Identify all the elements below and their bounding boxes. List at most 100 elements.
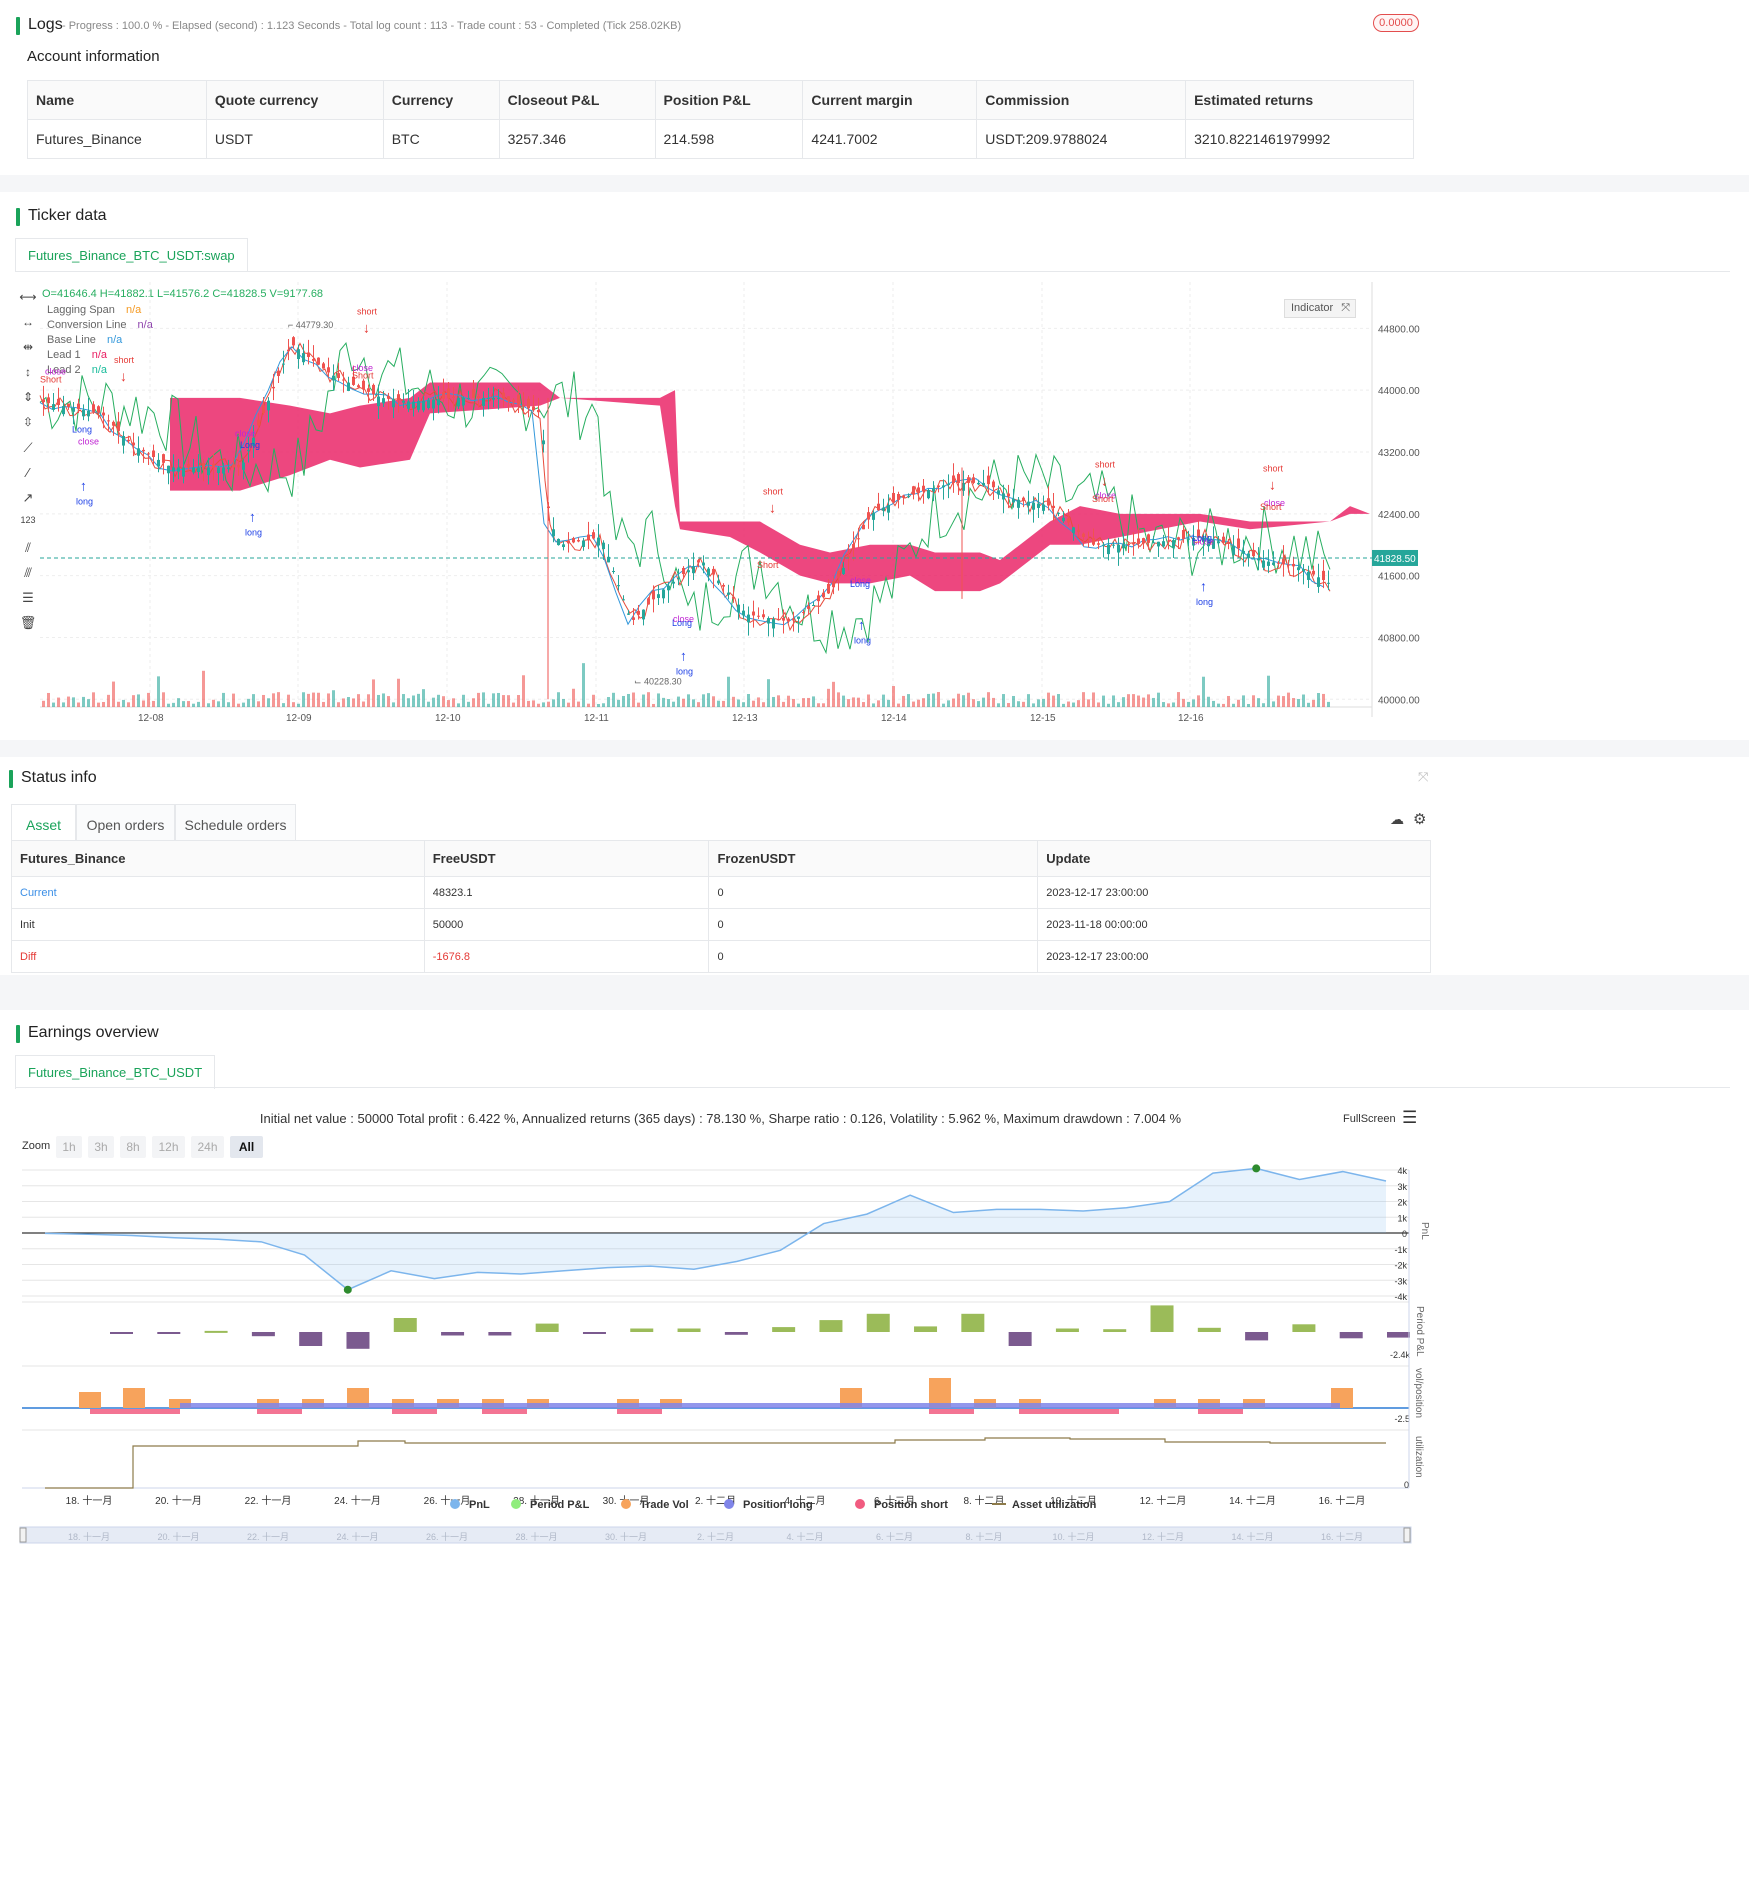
volume-bar — [922, 698, 925, 707]
account-heading: Account information — [27, 48, 160, 65]
candle-body — [407, 401, 410, 409]
tab-ticker-swap[interactable]: Futures_Binance_BTC_USDT:swap — [15, 238, 248, 272]
candle-body — [1047, 498, 1050, 506]
crosshair-icon[interactable]: ⟷ — [19, 290, 37, 304]
candle-body — [732, 596, 735, 599]
volume-bar — [527, 700, 530, 707]
volume-bar — [1157, 692, 1160, 707]
candle-body — [42, 399, 45, 403]
volume-bar — [627, 693, 630, 707]
period-pnl-bar — [204, 1330, 228, 1333]
candle-body — [1302, 569, 1305, 572]
legend-item[interactable]: Trade Vol — [621, 1499, 689, 1511]
volume-bar — [1242, 695, 1245, 707]
short-arrow-icon: ↓ — [363, 319, 370, 335]
vertical-segment-icon[interactable]: ⇳ — [22, 415, 34, 429]
price-label-icon[interactable]: 123 — [20, 515, 36, 525]
arrow-line-icon[interactable]: ↗ — [22, 490, 34, 505]
volume-bar — [1152, 697, 1155, 707]
candle-body — [1092, 538, 1095, 545]
segment-icon[interactable]: ∕ — [26, 465, 30, 480]
volume-bar — [837, 692, 840, 707]
zoom-button-All[interactable]: All — [230, 1136, 263, 1158]
price-tick-label: 40800.00 — [1378, 633, 1420, 644]
candle-body — [687, 570, 690, 573]
legend-item[interactable]: Position short — [855, 1499, 948, 1511]
candle-body — [477, 396, 480, 398]
volume-bar — [567, 702, 570, 707]
navigator-tick-label: 26. 十一月 — [426, 1531, 468, 1542]
volume-bar — [542, 702, 545, 707]
zoom-button-24h[interactable]: 24h — [191, 1136, 224, 1158]
candle-body — [522, 404, 525, 407]
candle-body — [452, 396, 455, 398]
column-header: Position P&L — [654, 80, 804, 120]
candle-body — [1032, 502, 1035, 510]
volume-bar — [1137, 695, 1140, 707]
volume-bar — [352, 698, 355, 707]
fullscreen-button[interactable]: FullScreen — [1343, 1113, 1396, 1125]
legend-item[interactable]: PnL — [450, 1499, 490, 1511]
candle-body — [802, 612, 805, 614]
candle-body — [657, 594, 660, 598]
indicator-button[interactable]: Indicator ⤧ — [1284, 299, 1356, 318]
volume-bar — [577, 701, 580, 707]
zoom-button-12h[interactable]: 12h — [152, 1136, 185, 1158]
candle-body — [167, 465, 170, 474]
tab-schedule-orders[interactable]: Schedule orders — [175, 804, 296, 844]
channel-icon[interactable]: ⫻ — [24, 565, 32, 580]
candle-body — [907, 496, 910, 498]
row-label: Init — [11, 908, 425, 941]
zoom-button-1h[interactable]: 1h — [56, 1136, 82, 1158]
tab-earnings-pair[interactable]: Futures_Binance_BTC_USDT — [15, 1055, 216, 1089]
parallel-line-icon[interactable]: ⫽ — [25, 540, 31, 555]
zoom-button-3h[interactable]: 3h — [88, 1136, 114, 1158]
vertical-line-icon[interactable]: ↕ — [25, 365, 31, 379]
tab-open-orders[interactable]: Open orders — [76, 804, 175, 844]
fibonacci-icon[interactable]: ☰ — [22, 590, 34, 605]
volume-bar — [237, 703, 240, 707]
x-tick-label: 6. 十二月 — [874, 1494, 915, 1507]
candle-body — [1327, 582, 1330, 584]
candlestick-chart[interactable]: 44800.00 44000.00 43200.00 42400.00 41600.00… — [0, 192, 1749, 740]
vertical-ray-icon[interactable]: ⇕ — [22, 390, 34, 404]
volume-bar — [407, 698, 410, 707]
candle-body — [762, 614, 765, 618]
collapse-icon[interactable]: ⤧ — [1418, 769, 1429, 784]
legend-item[interactable]: Position long — [724, 1499, 813, 1511]
volume-bar — [1307, 702, 1310, 707]
volume-bar — [1282, 696, 1285, 707]
candle-body — [1257, 558, 1260, 561]
zoom-button-8h[interactable]: 8h — [120, 1136, 146, 1158]
column-header: FrozenUSDT — [708, 840, 1039, 877]
legend-item[interactable]: Asset utilization — [992, 1499, 1097, 1511]
legend-symbol — [450, 1499, 460, 1509]
volume-bar — [867, 694, 870, 707]
legend-symbol — [855, 1499, 865, 1509]
candle-body — [817, 595, 820, 602]
candle-body — [47, 397, 50, 404]
candle-body — [632, 617, 635, 620]
cloud-download-icon[interactable]: ☁ — [1390, 811, 1404, 827]
legend-item[interactable]: Period P&L — [511, 1499, 590, 1511]
time-tick-label: 12-14 — [881, 713, 907, 724]
candle-body — [472, 389, 475, 398]
volume-bar — [227, 702, 230, 707]
column-header: FreeUSDT — [423, 840, 710, 877]
menu-icon[interactable]: ☰ — [1402, 1108, 1418, 1127]
candle-body — [782, 617, 785, 621]
tab-asset[interactable]: Asset — [11, 804, 76, 844]
trend-line-icon[interactable]: ⟋ — [23, 440, 33, 455]
horizontal-line-icon[interactable]: ↔ — [22, 315, 34, 329]
volume-bar — [412, 695, 415, 707]
settings-icon[interactable]: ⚙ — [1413, 811, 1427, 828]
volume-bar — [692, 699, 695, 707]
navigator-handle-right — [1403, 1527, 1411, 1543]
volume-bar — [382, 693, 385, 707]
pnl-tick-label: 0 — [1402, 1229, 1407, 1239]
volume-bar — [472, 698, 475, 707]
trash-icon[interactable]: 🗑 — [19, 615, 37, 630]
short-signal-label: short — [114, 355, 135, 365]
ray-icon[interactable]: ⇹ — [22, 340, 34, 354]
